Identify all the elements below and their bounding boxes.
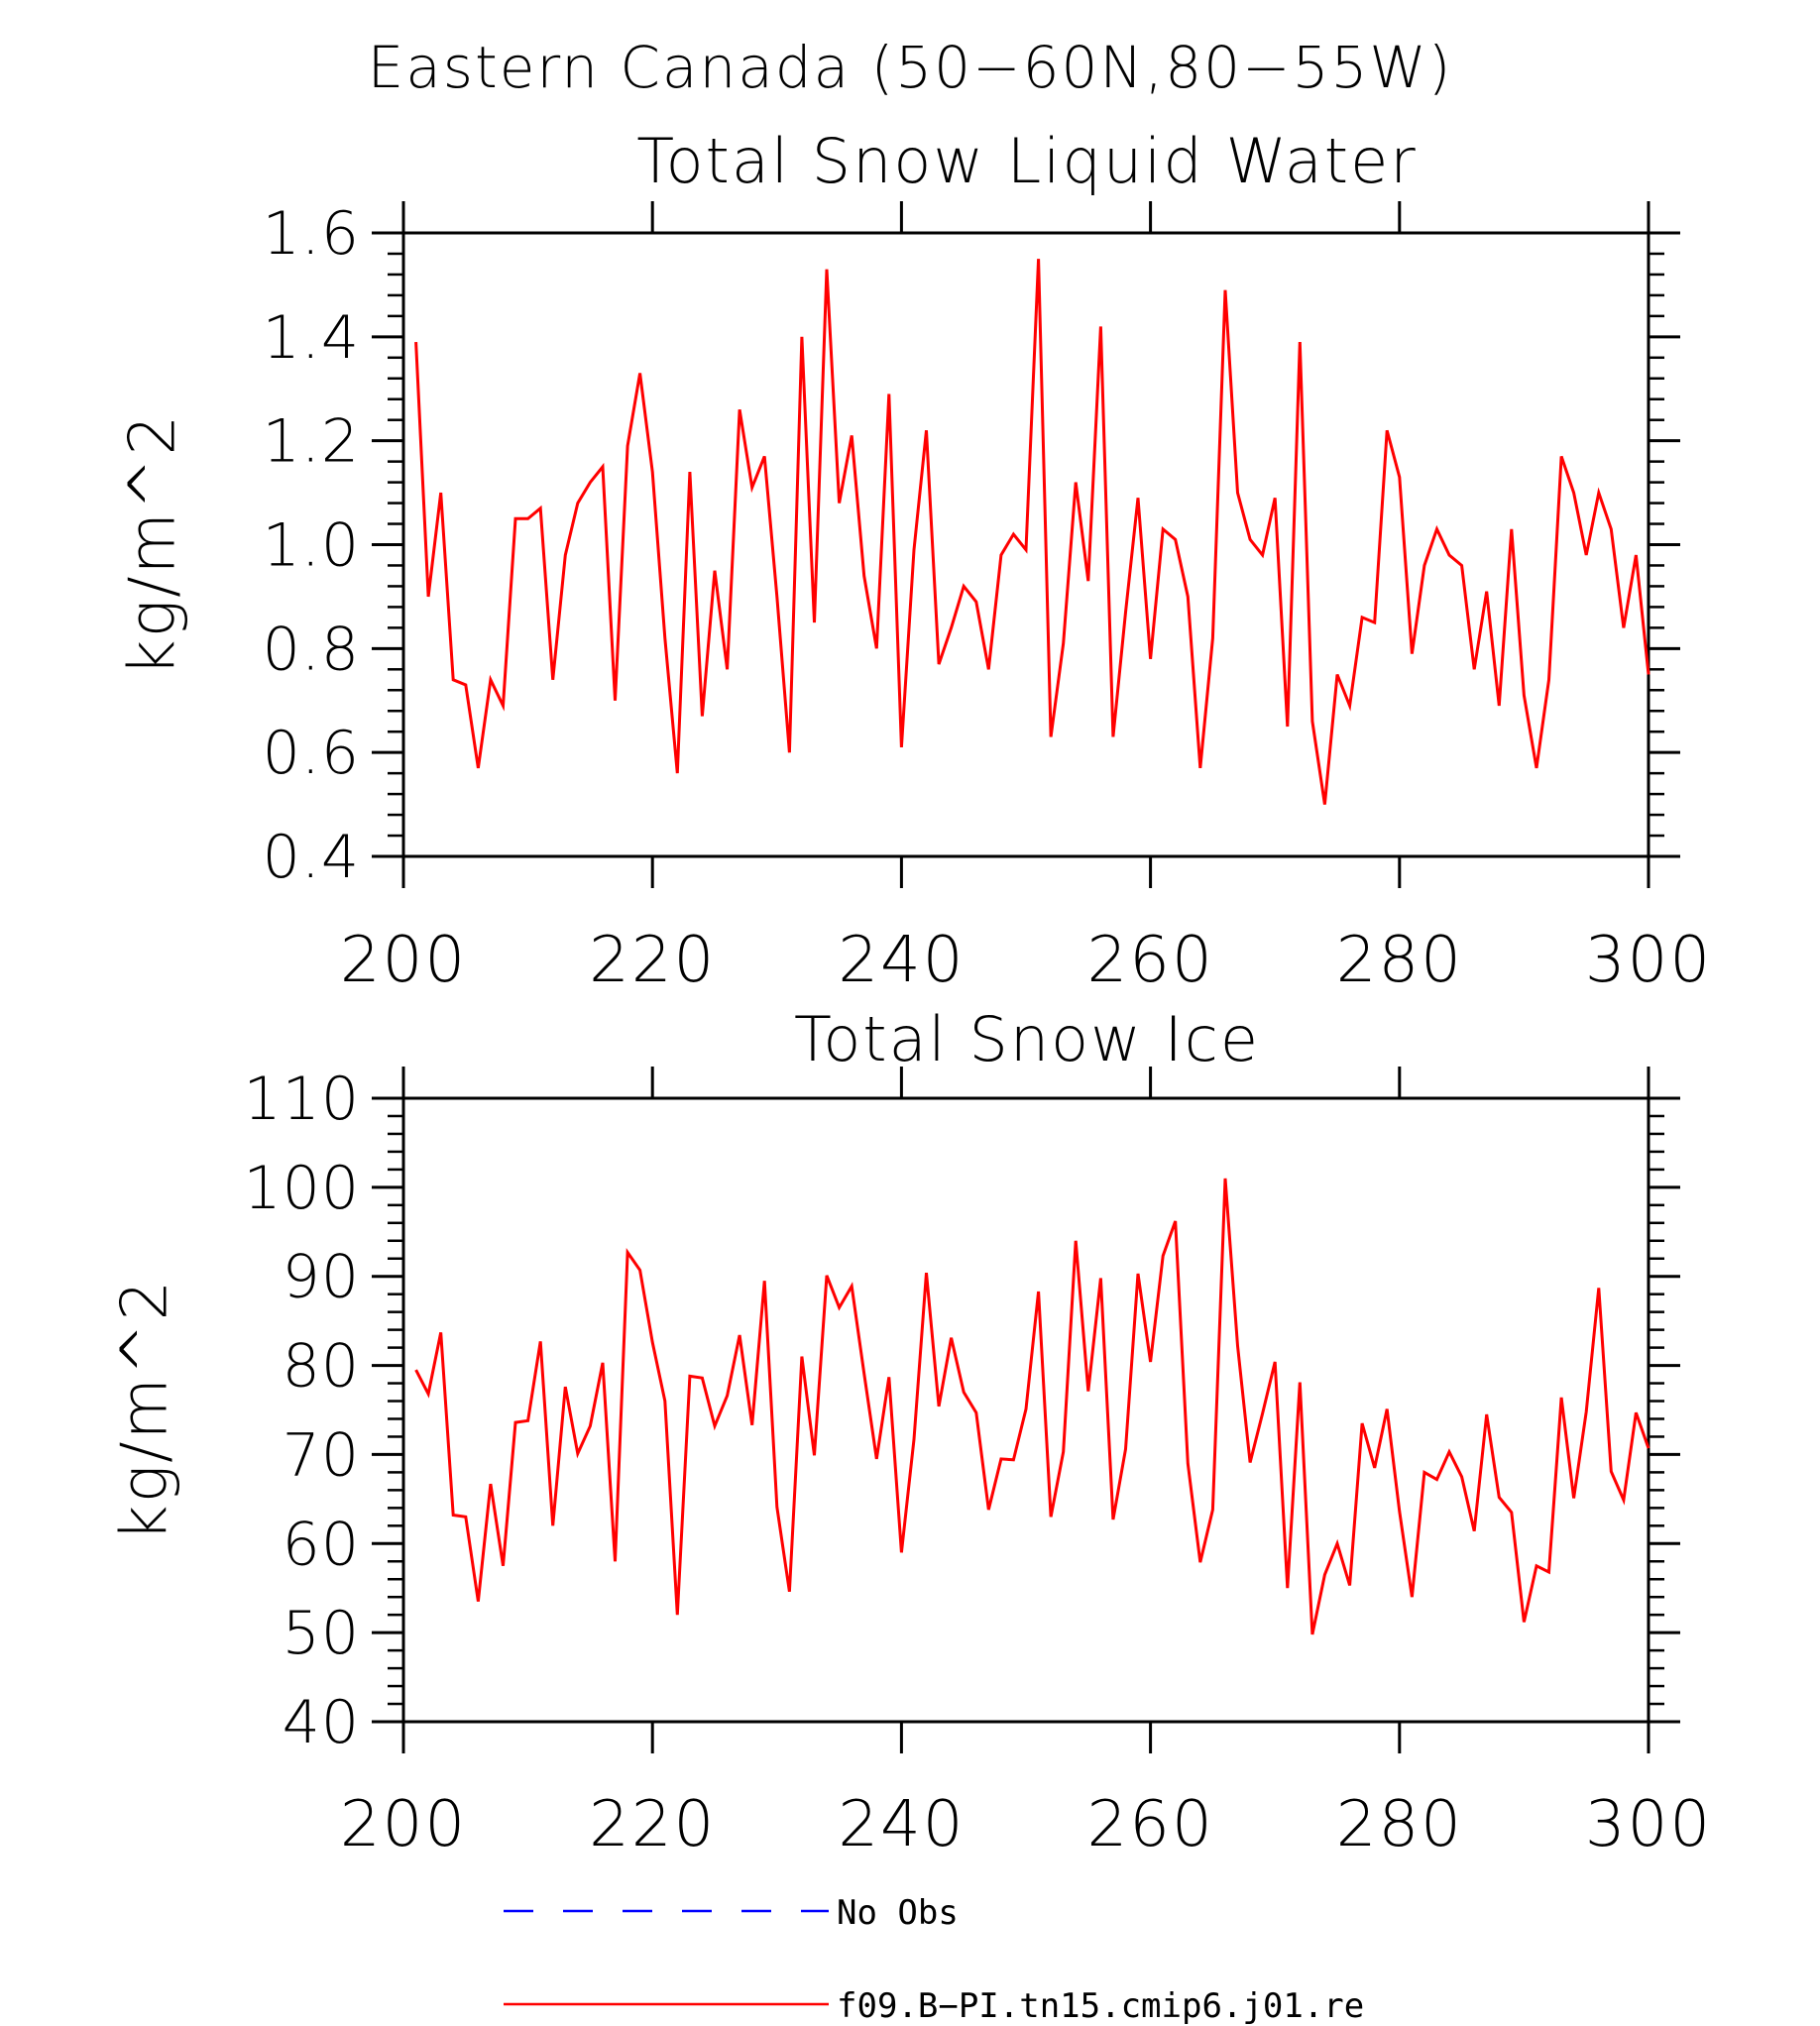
chart-bottom-series (414, 1178, 1650, 1635)
x-tick-label: 220 (589, 924, 716, 997)
x-tick-label: 240 (838, 1788, 965, 1861)
x-tick-label: 300 (1585, 924, 1712, 997)
y-tick-label: 1.0 (263, 511, 360, 581)
legend-label-no-obs: No Obs (837, 1893, 959, 1933)
x-tick-label: 300 (1585, 1788, 1712, 1861)
y-tick-label: 50 (283, 1599, 360, 1668)
chart-top-frame (401, 231, 1650, 858)
chart-bottom-minor-ticks (388, 1114, 1664, 1706)
x-tick-label: 200 (340, 1788, 467, 1861)
y-tick-label: 60 (283, 1510, 360, 1579)
y-tick-label: 80 (283, 1332, 360, 1402)
chart-top-major-ticks (372, 201, 1680, 888)
y-tick-label: 1.6 (263, 199, 360, 269)
chart-top-title: Total Snow Liquid Water (636, 125, 1418, 197)
legend-label-model: f09.B−PI.tn15.cmip6.j01.re (837, 1986, 1364, 2026)
y-tick-label: 0.4 (263, 823, 360, 892)
x-tick-label: 240 (838, 924, 965, 997)
x-tick-label: 260 (1087, 1788, 1214, 1861)
chart-top-series (414, 259, 1650, 805)
chart-bottom-y-tick-labels: 40 50 60 70 80 90 100 110 (243, 1065, 360, 1757)
chart-bottom-frame (401, 1096, 1650, 1724)
y-tick-label: 100 (243, 1154, 360, 1223)
chart-bottom: Total Snow Ice 40 50 60 70 80 90 100 110 200 220… (109, 1003, 1712, 1861)
y-tick-label: 1.4 (263, 303, 360, 373)
y-tick-label: 1.2 (263, 407, 360, 477)
y-tick-label: 70 (283, 1420, 360, 1490)
chart-top-minor-ticks (388, 252, 1664, 838)
figure-title: Eastern Canada (50−60N,80−55W) (368, 34, 1453, 101)
chart-top-y-axis-label: kg/m^2 (117, 413, 190, 677)
chart-top-y-tick-labels: 0.4 0.6 0.8 1.0 1.2 1.4 1.6 (263, 199, 360, 892)
series-line (414, 1178, 1650, 1635)
chart-bottom-y-axis-label: kg/m^2 (109, 1279, 182, 1542)
series-line (414, 259, 1650, 805)
y-tick-label: 110 (243, 1065, 360, 1134)
x-tick-label: 260 (1087, 924, 1214, 997)
chart-bottom-x-tick-labels: 200 220 240 260 280 300 (340, 1788, 1712, 1861)
y-tick-label: 90 (283, 1243, 360, 1312)
y-tick-label: 0.8 (263, 615, 360, 684)
x-tick-label: 220 (589, 1788, 716, 1861)
y-tick-label: 0.6 (263, 719, 360, 788)
x-tick-label: 280 (1336, 924, 1463, 997)
y-tick-label: 40 (283, 1688, 360, 1757)
x-tick-label: 200 (340, 924, 467, 997)
x-tick-label: 280 (1336, 1788, 1463, 1861)
chart-bottom-title: Total Snow Ice (794, 1003, 1260, 1075)
chart-top: Total Snow Liquid Water 0.4 0.6 0.8 1.0 1.2 1… (117, 125, 1712, 997)
chart-bottom-major-ticks (372, 1067, 1680, 1753)
legend: No Obs f09.B−PI.tn15.cmip6.j01.re (504, 1893, 1364, 2026)
chart-top-x-tick-labels: 200 220 240 260 280 300 (340, 924, 1712, 997)
